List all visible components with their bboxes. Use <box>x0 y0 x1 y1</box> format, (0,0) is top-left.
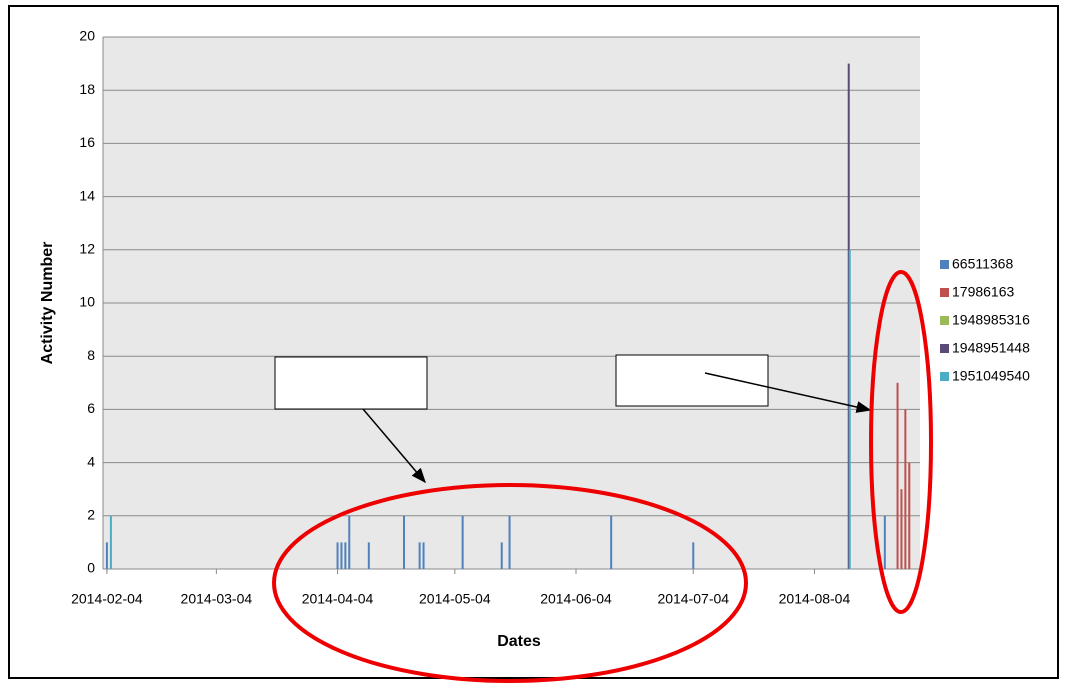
x-tick-label: 2014-06-04 <box>540 591 612 607</box>
y-tick-label: 8 <box>87 347 95 363</box>
arrow <box>704 372 872 413</box>
y-tick-label: 4 <box>87 453 95 469</box>
bar <box>422 542 425 569</box>
legend-label: 66511368 <box>952 256 1013 272</box>
highlight-ellipse <box>272 483 748 683</box>
bar <box>418 542 421 569</box>
bar <box>109 515 112 569</box>
bar <box>461 515 464 569</box>
x-tick-label: 2014-02-04 <box>71 591 143 607</box>
y-tick-label: 6 <box>87 400 95 416</box>
legend-swatch <box>940 344 949 353</box>
bar <box>900 489 903 569</box>
legend-label: 1948951448 <box>952 340 1030 356</box>
y-tick-label: 18 <box>79 81 95 97</box>
highlight-ellipse <box>869 270 933 614</box>
bar <box>344 542 347 569</box>
annotations <box>272 270 933 683</box>
y-tick-label: 16 <box>79 134 95 150</box>
y-axis-title: Activity Number <box>39 242 56 365</box>
bar <box>848 249 851 570</box>
bar <box>367 542 370 569</box>
annotation-box <box>274 356 428 410</box>
bar <box>340 542 343 569</box>
arrow <box>362 408 426 484</box>
x-tick-label: 2014-08-04 <box>779 591 851 607</box>
legend-swatch <box>940 288 949 297</box>
bar <box>610 515 613 569</box>
y-tick-label: 20 <box>79 28 95 44</box>
bar <box>896 382 899 569</box>
x-tick-label: 2014-04-04 <box>302 591 374 607</box>
bar <box>348 515 351 569</box>
legend-swatch <box>940 316 949 325</box>
x-axis-title: Dates <box>497 633 541 650</box>
y-tick-label: 12 <box>79 241 95 257</box>
bar <box>908 462 911 569</box>
annotation-box <box>615 354 769 407</box>
x-tick-label: 2014-03-04 <box>181 591 253 607</box>
bar <box>403 515 405 569</box>
bar <box>105 542 108 569</box>
y-tick-label: 10 <box>79 294 95 310</box>
x-tick-label: 2014-05-04 <box>419 591 491 607</box>
legend-label: 1948985316 <box>952 312 1030 328</box>
marks: 0 2 4 6 8 10 12 14 16 18 20 2014-02-04 2014-03-04 201… <box>71 28 1030 607</box>
legend-swatch <box>940 372 949 381</box>
y-tick-label: 0 <box>87 560 95 576</box>
legend-label: 1951049540 <box>952 368 1030 384</box>
x-tick-label: 2014-07-04 <box>657 591 729 607</box>
bar <box>336 542 339 569</box>
legend-label: 17986163 <box>952 284 1015 300</box>
bar <box>904 409 907 569</box>
legend-swatch <box>940 260 949 269</box>
y-tick-label: 2 <box>87 507 95 523</box>
y-tick-label: 14 <box>79 187 95 203</box>
bar <box>508 515 511 569</box>
bar <box>883 515 886 569</box>
bar <box>500 542 503 569</box>
bar <box>692 542 695 569</box>
